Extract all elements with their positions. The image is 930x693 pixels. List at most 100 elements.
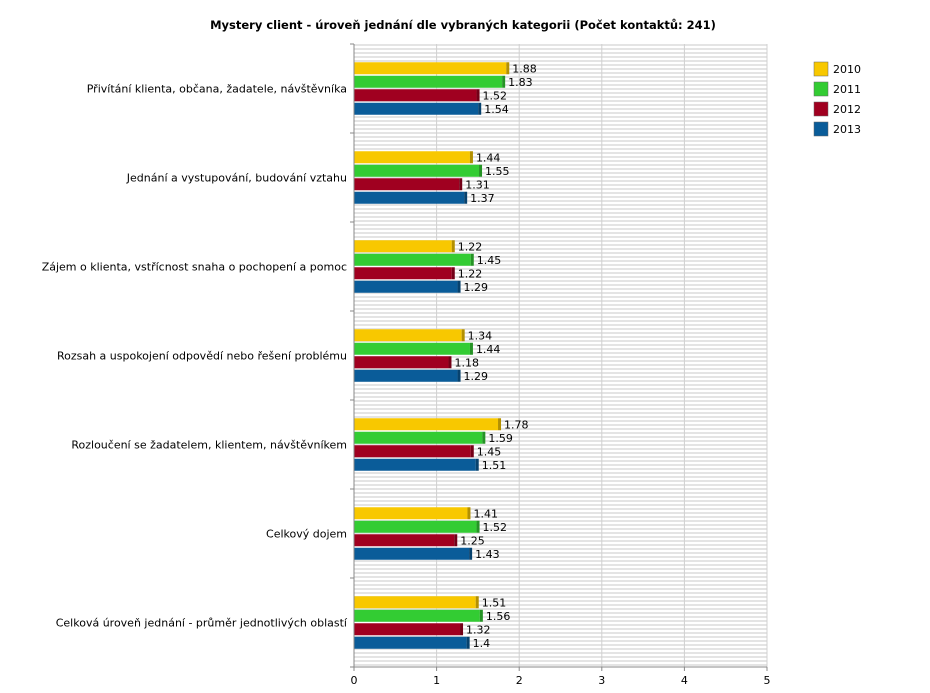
bar-2012-edge: [454, 534, 458, 547]
value-label: 1.54: [484, 103, 509, 116]
value-label: 1.22: [458, 240, 483, 253]
bar-2013-edge: [464, 191, 468, 204]
bar-2013-edge: [469, 547, 473, 560]
bar-2012-edge: [448, 356, 452, 369]
bar-2011-edge: [502, 75, 506, 88]
bar-2010: [354, 240, 452, 253]
bar-2012: [354, 623, 461, 636]
gridlines: [436, 44, 768, 667]
bar-2013-edge: [466, 636, 470, 649]
value-label: 1.37: [470, 192, 495, 205]
value-labels: 1.881.831.521.541.441.551.311.371.221.45…: [454, 62, 536, 650]
legend-swatch-2012: [813, 101, 829, 117]
bar-2010-edge: [469, 151, 473, 164]
value-label: 1.51: [482, 596, 507, 609]
category-label: Rozloučení se žadatelem, klientem, návšt…: [71, 439, 347, 452]
value-label: 1.45: [477, 254, 502, 267]
bar-2010-edge: [506, 62, 510, 75]
bar-2013-edge: [457, 280, 461, 293]
legend: 2010 2011 2012 2013: [813, 61, 861, 137]
category-label: Celková úroveň jednání - průměr jednotli…: [56, 617, 348, 630]
value-label: 1.25: [460, 534, 485, 547]
value-label: 1.59: [488, 432, 512, 445]
value-label: 1.31: [465, 178, 490, 191]
value-label: 1.51: [482, 459, 507, 472]
bar-2011: [354, 75, 503, 88]
bar-2012-edge: [460, 623, 464, 636]
value-label: 1.56: [486, 610, 511, 623]
value-label: 1.34: [468, 329, 493, 342]
value-label: 1.43: [475, 548, 500, 561]
bar-2011: [354, 431, 483, 444]
bar-2012: [354, 356, 449, 369]
bar-2010: [354, 596, 476, 609]
value-label: 1.4: [473, 637, 491, 650]
bar-2013-edge: [478, 102, 482, 115]
bar-2013: [354, 458, 476, 471]
bar-2011: [354, 520, 477, 533]
bar-2013: [354, 636, 467, 649]
y-axis: Přivítání klienta, občana, žadatele, náv…: [42, 43, 355, 668]
bar-2011-edge: [469, 342, 473, 355]
x-tick-label: 2: [516, 674, 523, 687]
bar-2011-edge: [479, 164, 483, 177]
bar-2010-edge: [475, 596, 479, 609]
category-label: Zájem o klienta, vstřícnost snaha o poch…: [42, 261, 347, 274]
bar-2013: [354, 102, 479, 115]
bar-2013: [354, 191, 465, 204]
value-label: 1.83: [508, 76, 532, 89]
bar-2010: [354, 62, 507, 75]
bar-2010: [354, 329, 462, 342]
bar-2011: [354, 253, 471, 266]
bar-2012: [354, 267, 452, 280]
category-label: Přivítání klienta, občana, žadatele, náv…: [87, 83, 347, 96]
bar-2012: [354, 445, 471, 458]
bar-2012-edge: [470, 445, 474, 458]
value-label: 1.29: [464, 281, 489, 294]
bar-2012: [354, 89, 477, 102]
bar-2010-edge: [498, 418, 502, 431]
bar-2013-edge: [457, 369, 461, 382]
value-label: 1.44: [476, 343, 501, 356]
legend-label-2011: 2011: [833, 83, 861, 96]
value-label: 1.22: [458, 267, 483, 280]
legend-label-2012: 2012: [833, 103, 861, 116]
bar-2011: [354, 609, 480, 622]
bar-2010-edge: [461, 329, 465, 342]
bar-2012: [354, 178, 460, 191]
bar-2011-edge: [470, 253, 474, 266]
bar-2012: [354, 534, 455, 547]
bar-2013-edge: [475, 458, 479, 471]
bar-2011-edge: [479, 609, 483, 622]
bar-2011-edge: [476, 520, 480, 533]
bar-2010: [354, 418, 499, 431]
value-label: 1.78: [504, 418, 529, 431]
legend-swatch-2013: [813, 121, 829, 137]
x-tick-label: 3: [598, 674, 605, 687]
plot-background: [354, 44, 767, 667]
value-label: 1.44: [476, 151, 501, 164]
value-label: 1.18: [454, 356, 479, 369]
bar-2010-edge: [467, 507, 471, 520]
bar-2011: [354, 164, 480, 177]
x-axis: 0 1 2 3 4 5: [351, 666, 771, 687]
value-label: 1.88: [512, 62, 537, 75]
bar-2011-edge: [482, 431, 486, 444]
x-tick-label: 1: [433, 674, 440, 687]
bar-2013: [354, 547, 470, 560]
bars: [354, 62, 510, 649]
bar-2011: [354, 342, 470, 355]
legend-swatch-2010: [813, 61, 829, 77]
category-label: Rozsah a uspokojení odpovědí nebo řešení…: [57, 350, 347, 363]
value-label: 1.45: [477, 445, 502, 458]
bar-2013: [354, 369, 458, 382]
bar-2010: [354, 151, 470, 164]
x-tick-label: 4: [681, 674, 688, 687]
bar-2012-edge: [451, 267, 455, 280]
bar-2012-edge: [476, 89, 480, 102]
value-label: 1.52: [483, 521, 508, 534]
value-label: 1.41: [473, 507, 498, 520]
x-tick-label: 5: [764, 674, 771, 687]
category-label: Celkový dojem: [266, 528, 347, 541]
